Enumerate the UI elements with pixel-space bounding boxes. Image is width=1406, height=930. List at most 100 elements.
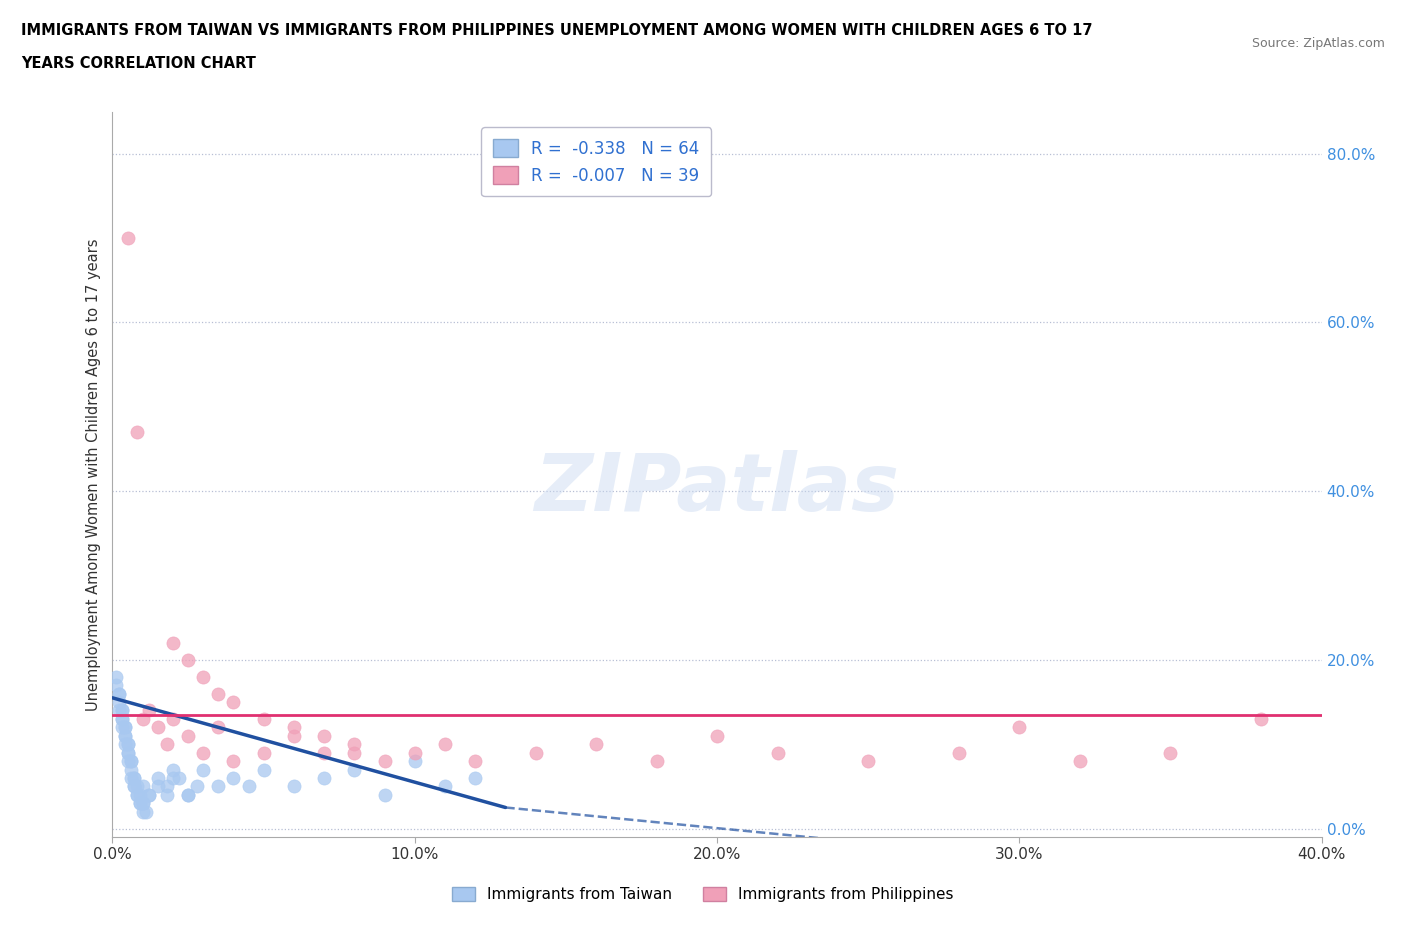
Text: IMMIGRANTS FROM TAIWAN VS IMMIGRANTS FROM PHILIPPINES UNEMPLOYMENT AMONG WOMEN W: IMMIGRANTS FROM TAIWAN VS IMMIGRANTS FRO… [21,23,1092,38]
Point [138,788,160,803]
Point [162,711,184,726]
Point [374,753,396,768]
Point [138,788,160,803]
Point [117,745,139,760]
Point [645,753,668,768]
Point [283,728,305,743]
Point [146,720,169,735]
Point [191,670,214,684]
Point [128,796,150,811]
Point [114,720,136,735]
Point [766,745,789,760]
Point [222,753,245,768]
Point [524,745,547,760]
Point [146,771,169,786]
Point [177,788,200,803]
Point [162,771,184,786]
Point [104,678,127,693]
Point [107,695,129,710]
Point [1008,720,1031,735]
Point [120,762,142,777]
Point [135,804,157,819]
Point [207,720,229,735]
Point [222,695,245,710]
Point [191,762,214,777]
Point [433,779,456,794]
Point [1159,745,1181,760]
Point [404,753,426,768]
Point [1069,753,1091,768]
Point [146,779,169,794]
Point [253,745,276,760]
Legend: Immigrants from Taiwan, Immigrants from Philippines: Immigrants from Taiwan, Immigrants from … [446,881,960,909]
Point [343,762,366,777]
Point [107,686,129,701]
Text: Source: ZipAtlas.com: Source: ZipAtlas.com [1251,37,1385,50]
Point [314,771,336,786]
Point [132,711,155,726]
Point [125,788,148,803]
Point [110,720,132,735]
Point [177,728,200,743]
Point [104,670,127,684]
Point [314,745,336,760]
Point [283,779,305,794]
Point [433,737,456,751]
Point [253,762,276,777]
Point [156,788,179,803]
Point [114,720,136,735]
Point [404,745,426,760]
Point [207,779,229,794]
Point [191,745,214,760]
Point [125,779,148,794]
Point [117,231,139,246]
Point [122,771,145,786]
Point [110,711,132,726]
Point [138,703,160,718]
Point [177,788,200,803]
Point [314,728,336,743]
Point [114,728,136,743]
Point [156,779,179,794]
Point [238,779,260,794]
Point [114,728,136,743]
Point [122,779,145,794]
Point [128,788,150,803]
Text: YEARS CORRELATION CHART: YEARS CORRELATION CHART [21,56,256,71]
Point [132,804,155,819]
Point [120,771,142,786]
Point [107,703,129,718]
Point [253,711,276,726]
Point [222,771,245,786]
Legend: R =  -0.338   N = 64, R =  -0.007   N = 39: R = -0.338 N = 64, R = -0.007 N = 39 [481,127,711,196]
Point [110,711,132,726]
Point [948,745,970,760]
Point [128,796,150,811]
Point [207,686,229,701]
Point [856,753,880,768]
Point [464,771,486,786]
Point [120,753,142,768]
Point [125,788,148,803]
Point [117,745,139,760]
Point [107,686,129,701]
Point [283,720,305,735]
Point [177,653,200,668]
Point [132,796,155,811]
Point [162,762,184,777]
Point [464,753,486,768]
Point [167,771,190,786]
Point [343,737,366,751]
Point [122,771,145,786]
Point [162,635,184,650]
Point [132,796,155,811]
Point [110,703,132,718]
Point [110,703,132,718]
Point [585,737,607,751]
Point [122,779,145,794]
Text: ZIPatlas: ZIPatlas [534,450,900,528]
Point [156,737,179,751]
Point [343,745,366,760]
Point [120,753,142,768]
Point [117,753,139,768]
